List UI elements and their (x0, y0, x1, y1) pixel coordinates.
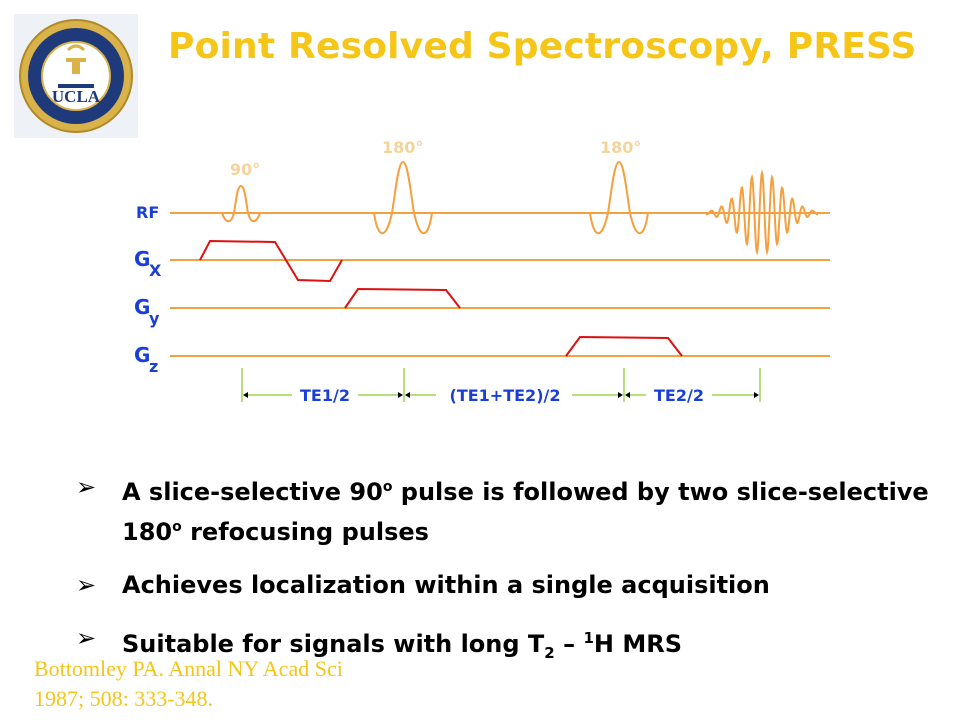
bullet-1-sup-1: o (382, 479, 393, 495)
bullet-1-sup-2: o (172, 519, 182, 535)
bullet-1-text-a: A slice-selective 90 (122, 478, 383, 506)
bullet-item: ➢ Achieves localization within a single … (72, 568, 932, 603)
row-label-gy: G (134, 295, 150, 319)
gz-gradient (565, 335, 683, 357)
rf-pulse-180b (589, 160, 649, 235)
rf-pulse-180a (373, 160, 433, 235)
citation-line-2: 1987; 508: 333-348. (34, 686, 214, 711)
bullet-arrow-icon: ➢ (76, 473, 97, 501)
gx-gradient (199, 239, 343, 283)
arrowhead (618, 392, 623, 398)
row-label-rf: RF (136, 203, 159, 222)
bullet-1-text-c: refocusing pulses (181, 518, 429, 546)
bullet-item: ➢ Suitable for signals with long T2 – 1H… (72, 621, 932, 671)
pulse-label-180a: 180° (382, 138, 423, 157)
bullet-3-text-c: H MRS (593, 630, 682, 658)
bullet-arrow-icon: ➢ (76, 571, 97, 599)
bullet-arrow-icon: ➢ (76, 624, 97, 652)
interval-label-te-sum-half: (TE1+TE2)/2 (450, 386, 561, 405)
row-label-gz: G (134, 343, 150, 367)
bullet-3-text-b: – (554, 630, 584, 658)
bullet-3-sub: 2 (544, 643, 555, 662)
interval-label-te1-half: TE1/2 (300, 386, 350, 405)
arrowhead (398, 392, 403, 398)
page-title: Point Resolved Spectroscopy, PRESS (168, 26, 917, 67)
bullet-1-text-b: pulse is followed by two slice-selective… (122, 478, 929, 546)
arrowhead (754, 392, 759, 398)
row-label-gx: G (134, 247, 150, 271)
row-label-gz-sub: z (149, 357, 158, 376)
bullet-2-text: Achieves localization within a single ac… (122, 571, 770, 599)
bullet-3-sup: 1 (583, 629, 594, 647)
pulse-label-180b: 180° (600, 138, 641, 157)
row-label-gy-sub: y (149, 309, 160, 328)
rf-pulse-90 (221, 184, 261, 223)
logo-text: UCLA (52, 87, 101, 106)
pulse-label-90: 90° (230, 160, 260, 179)
ucla-logo: UCLA (14, 14, 138, 138)
rf-echo-signal (705, 169, 819, 256)
citation: Bottomley PA. Annal NY Acad Sci 1987; 50… (34, 654, 343, 714)
citation-line-1: Bottomley PA. Annal NY Acad Sci (34, 656, 343, 681)
gy-gradient (344, 287, 461, 309)
arrowhead (625, 392, 630, 398)
arrowhead (405, 392, 410, 398)
bullet-list: ➢ A slice-selective 90o pulse is followe… (72, 470, 932, 689)
interval-label-te2-half: TE2/2 (654, 386, 704, 405)
arrowhead (243, 392, 248, 398)
bullet-item: ➢ A slice-selective 90o pulse is followe… (72, 470, 932, 550)
pulse-sequence-diagram: 90° 180° 180° RF G X G y G z (134, 138, 830, 405)
bullet-3-text-a: Suitable for signals with long T (122, 630, 545, 658)
row-label-gx-sub: X (149, 261, 162, 280)
